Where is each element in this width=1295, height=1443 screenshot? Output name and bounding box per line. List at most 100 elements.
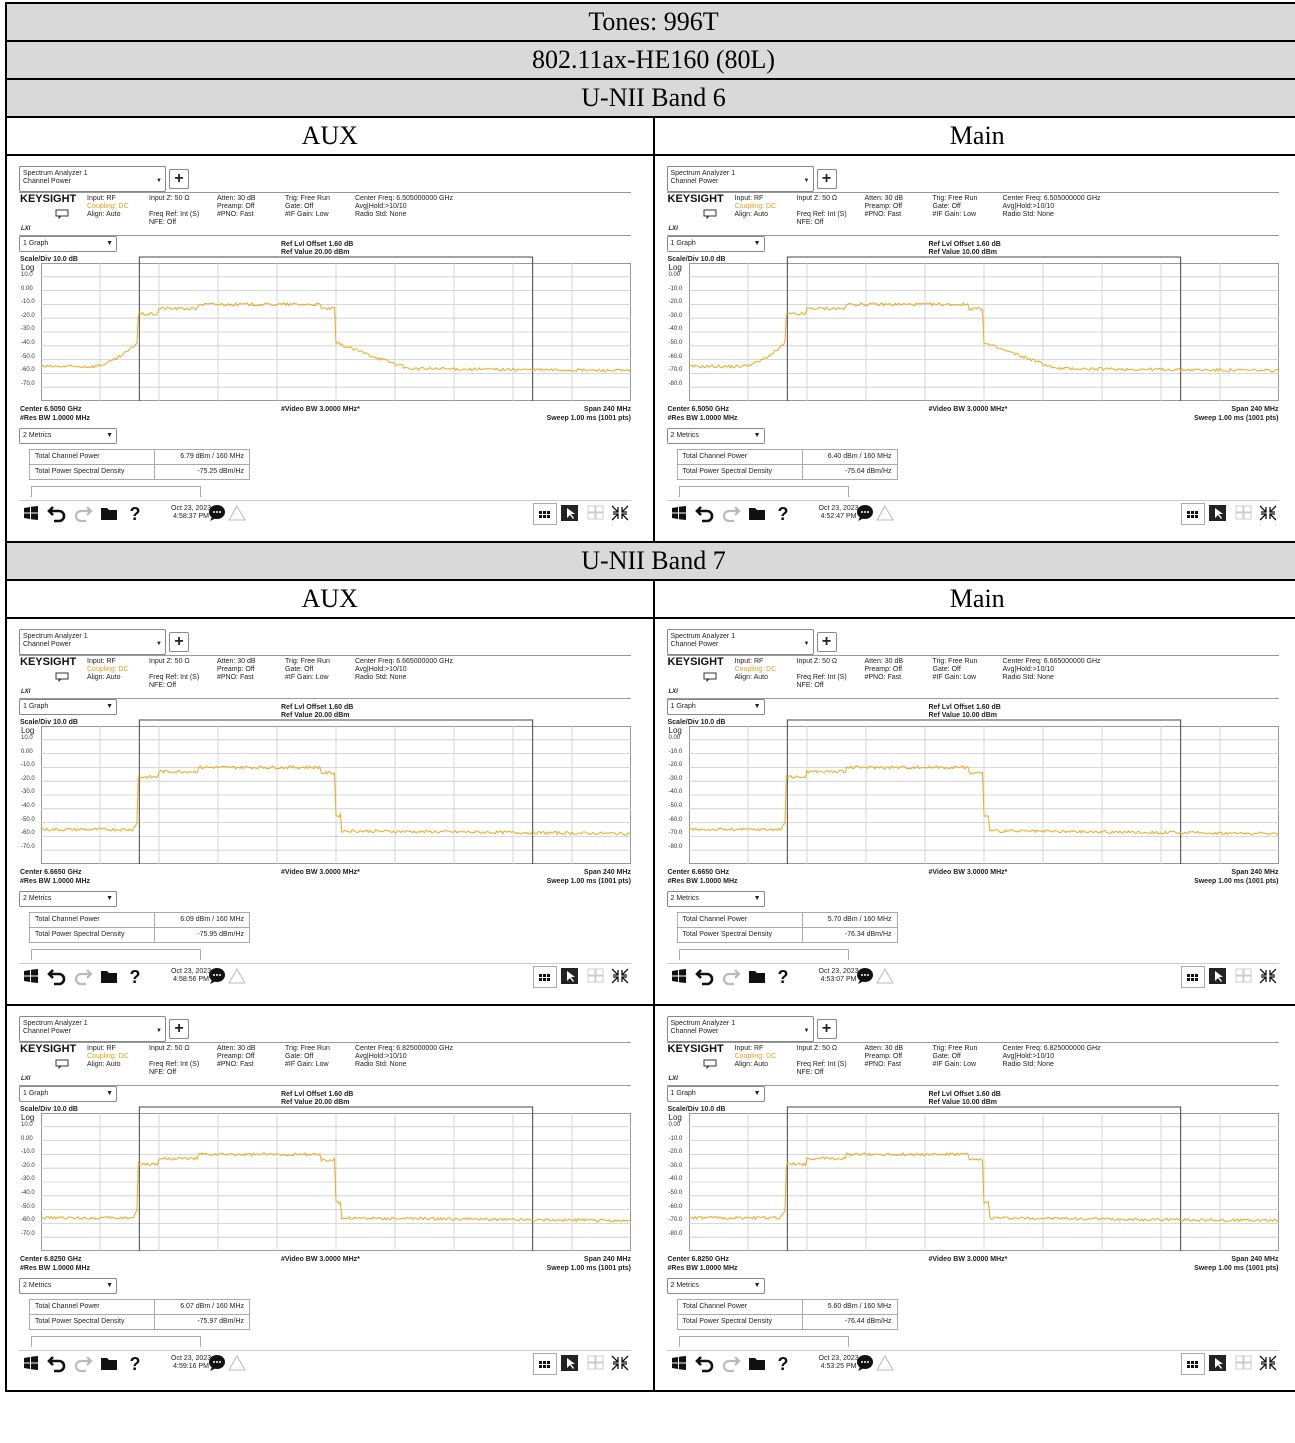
chat-icon[interactable] [703,1059,717,1069]
spectrum-plot[interactable] [688,256,1279,401]
add-screen-button[interactable]: + [816,632,837,652]
windows-icon[interactable] [669,1353,689,1373]
metrics-select[interactable]: 2 Metrics ▼ [19,1278,117,1294]
help-icon[interactable]: ? [773,503,793,523]
keypad-button[interactable] [533,503,557,525]
align-setting[interactable]: Align: Auto [87,1061,121,1068]
freq-ref-setting[interactable]: Freq Ref: Int (S) [149,674,200,681]
fullscreen-button[interactable] [1256,503,1279,523]
trig-setting[interactable]: Trig: Free Run [285,195,330,202]
folder-icon[interactable] [99,503,119,523]
nfe-setting[interactable]: NFE: Off [149,1069,177,1076]
avg-hold-setting[interactable]: Avg|Hold:>10/10 [1002,666,1055,673]
add-screen-button[interactable]: + [169,632,189,652]
keypad-button[interactable] [533,1353,557,1375]
measurement-tab[interactable]: Spectrum Analyzer 1 Channel Power ▼ [19,629,166,655]
freq-ref-setting[interactable]: Freq Ref: Int (S) [149,211,200,218]
spectrum-plot[interactable] [40,256,632,401]
atten-setting[interactable]: Atten: 30 dB [217,658,256,665]
gate-setting[interactable]: Gate: Off [285,1053,314,1060]
metrics-select[interactable]: 2 Metrics ▼ [666,891,765,907]
coupling-setting[interactable]: Coupling: DC [87,666,129,673]
input-z-setting[interactable]: Input Z: 50 Ω [149,195,190,202]
multiscreen-button[interactable] [1232,1353,1255,1373]
radio-std-setting[interactable]: Radio Std: None [1002,211,1054,218]
avg-hold-setting[interactable]: Avg|Hold:>10/10 [355,1053,407,1060]
measurement-tab[interactable]: Spectrum Analyzer 1 Channel Power ▼ [666,166,814,192]
avg-hold-setting[interactable]: Avg|Hold:>10/10 [355,666,407,673]
freq-ref-setting[interactable]: Freq Ref: Int (S) [796,1061,847,1068]
coupling-setting[interactable]: Coupling: DC [87,203,129,210]
preamp-setting[interactable]: Preamp: Off [864,203,903,210]
multiscreen-button[interactable] [1232,503,1255,523]
atten-setting[interactable]: Atten: 30 dB [864,1045,904,1052]
input-setting[interactable]: Input: RF [734,195,764,202]
trig-setting[interactable]: Trig: Free Run [932,658,978,665]
metrics-select[interactable]: 2 Metrics ▼ [19,891,117,907]
input-setting[interactable]: Input: RF [87,195,116,202]
touch-button[interactable] [559,966,581,986]
undo-icon[interactable] [694,966,715,986]
keypad-button[interactable] [533,966,557,988]
add-screen-button[interactable]: + [169,169,189,189]
touch-button[interactable] [1206,503,1229,523]
if-gain-setting[interactable]: #IF Gain: Low [285,211,329,218]
if-gain-setting[interactable]: #IF Gain: Low [932,211,977,218]
atten-setting[interactable]: Atten: 30 dB [217,195,256,202]
pno-setting[interactable]: #PNO: Fast [217,1061,254,1068]
redo-icon[interactable] [73,966,93,986]
freq-ref-setting[interactable]: Freq Ref: Int (S) [796,211,847,218]
help-icon[interactable]: ? [125,503,145,523]
add-screen-button[interactable]: + [816,169,837,189]
undo-icon[interactable] [47,1353,67,1373]
fullscreen-button[interactable] [609,1353,631,1373]
input-z-setting[interactable]: Input Z: 50 Ω [796,195,838,202]
spectrum-plot[interactable] [688,719,1279,864]
message-icon[interactable] [207,1353,227,1373]
warning-icon[interactable] [227,966,247,986]
folder-icon[interactable] [747,1353,767,1373]
add-screen-button[interactable]: + [816,1019,837,1039]
input-setting[interactable]: Input: RF [734,1045,764,1052]
chat-icon[interactable] [55,209,69,219]
preamp-setting[interactable]: Preamp: Off [217,666,255,673]
trig-setting[interactable]: Trig: Free Run [932,1045,978,1052]
spectrum-plot[interactable] [40,719,632,864]
help-icon[interactable]: ? [125,966,145,986]
fullscreen-button[interactable] [1256,966,1279,986]
center-freq-setting[interactable]: Center Freq: 6.505000000 GHz [355,195,454,202]
center-freq-setting[interactable]: Center Freq: 6.825000000 GHz [1002,1045,1101,1052]
if-gain-setting[interactable]: #IF Gain: Low [932,1061,977,1068]
fullscreen-button[interactable] [609,966,631,986]
gate-setting[interactable]: Gate: Off [285,203,314,210]
measurement-tab[interactable]: Spectrum Analyzer 1 Channel Power ▼ [666,1016,814,1042]
multiscreen-button[interactable] [585,966,607,986]
radio-std-setting[interactable]: Radio Std: None [355,1061,407,1068]
fullscreen-button[interactable] [609,503,631,523]
pno-setting[interactable]: #PNO: Fast [217,674,254,681]
spectrum-plot[interactable] [688,1106,1279,1251]
input-z-setting[interactable]: Input Z: 50 Ω [796,658,838,665]
input-z-setting[interactable]: Input Z: 50 Ω [149,658,190,665]
chat-icon[interactable] [703,672,717,682]
folder-icon[interactable] [747,503,767,523]
warning-icon[interactable] [227,1353,247,1373]
align-setting[interactable]: Align: Auto [734,1061,768,1068]
atten-setting[interactable]: Atten: 30 dB [864,658,904,665]
warning-icon[interactable] [227,503,247,523]
pno-setting[interactable]: #PNO: Fast [864,211,902,218]
graph-select[interactable]: 1 Graph ▼ [19,1086,117,1102]
undo-icon[interactable] [694,1353,715,1373]
align-setting[interactable]: Align: Auto [87,211,121,218]
redo-icon[interactable] [721,966,741,986]
pno-setting[interactable]: #PNO: Fast [864,1061,902,1068]
preamp-setting[interactable]: Preamp: Off [864,666,903,673]
nfe-setting[interactable]: NFE: Off [149,682,177,689]
gate-setting[interactable]: Gate: Off [932,1053,961,1060]
graph-select[interactable]: 1 Graph ▼ [19,699,117,715]
multiscreen-button[interactable] [585,503,607,523]
chat-icon[interactable] [703,209,717,219]
if-gain-setting[interactable]: #IF Gain: Low [285,674,329,681]
radio-std-setting[interactable]: Radio Std: None [1002,1061,1054,1068]
input-z-setting[interactable]: Input Z: 50 Ω [796,1045,838,1052]
